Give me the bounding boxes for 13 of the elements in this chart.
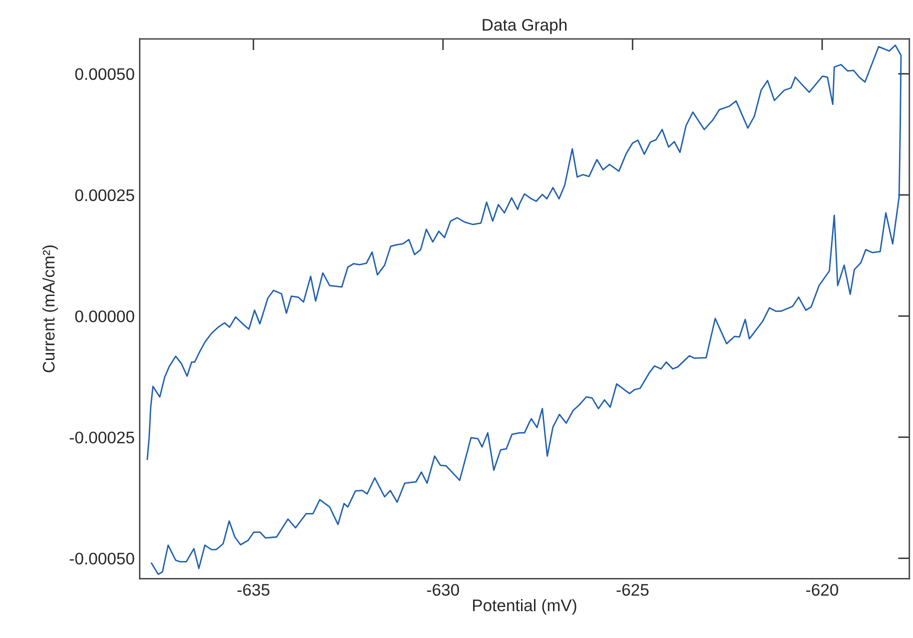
x-tick-label: -625: [616, 584, 649, 596]
y-tick-label: 0.00000: [75, 310, 134, 322]
x-tick-label: -635: [237, 584, 270, 596]
x-tick-label: -630: [427, 584, 460, 596]
line-series: [146, 44, 902, 575]
x-axis-title: Potential (mV): [473, 599, 576, 615]
y-tick-label: 0.00025: [75, 189, 134, 202]
chart-title: Data Graph: [482, 18, 567, 34]
x-tick-label: -620: [806, 584, 838, 596]
y-tick-label: 0.00050: [75, 68, 134, 80]
y-tick-label: -0.00025: [70, 432, 134, 444]
y-axis-title: Current (mA/cm²): [42, 245, 58, 372]
y-tick-label: -0.00050: [70, 552, 134, 565]
